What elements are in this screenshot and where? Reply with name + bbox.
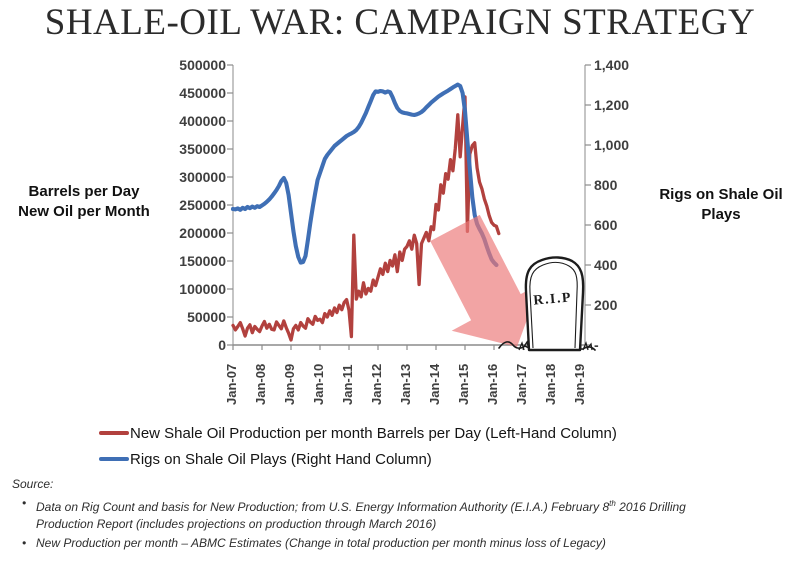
grass-left [518, 340, 530, 351]
decline-arrow [430, 214, 541, 347]
source-bullet-2-text: New Production per month – ABMC Estimate… [36, 536, 606, 550]
y-axis-label-left: 500000 [179, 57, 226, 73]
source-bullet-1-post: 2016 Drilling Production Report (include… [36, 500, 686, 531]
y-axis-label-left: 100000 [179, 281, 226, 297]
legend-item-rigs: Rigs on Shale Oil Plays (Right Hand Colu… [99, 446, 617, 472]
legend-label-production: New Shale Oil Production per month Barre… [130, 424, 617, 442]
production-line [231, 95, 501, 342]
source-bullet-1-sup: th [609, 499, 616, 508]
y-axis-label-right: 1,400 [594, 57, 630, 73]
tombstone-body [524, 256, 585, 352]
source-heading: Source: [12, 477, 54, 491]
legend-label-rigs: Rigs on Shale Oil Plays (Right Hand Colu… [130, 450, 432, 468]
legend: New Shale Oil Production per month Barre… [99, 420, 617, 472]
y-axis-label-left: 450000 [179, 85, 226, 101]
y-axis-label-right: 1,000 [594, 137, 630, 153]
source-bullet-1-pre: Data on Rig Count and basis for New Prod… [36, 500, 610, 514]
y-axis-label-left: 50000 [187, 309, 226, 325]
rip-text: R.I.P [533, 290, 573, 308]
y-axis-label-left: 0 [218, 337, 226, 353]
rigs-line [230, 82, 499, 268]
page-title: SHALE-OIL WAR: CAMPAIGN STRATEGY [44, 2, 756, 43]
left-axis-caption-line1: Barrels per Day [28, 183, 140, 200]
y-axis-label-left: 250000 [179, 197, 226, 213]
left-axis-caption-line2: New Oil per Month [18, 203, 150, 220]
y-axis-label-right: 600 [594, 217, 618, 233]
bullet-marker: • [22, 496, 27, 510]
tombstone-inner-line [529, 261, 578, 349]
right-axis-caption-line2: Plays [701, 206, 741, 223]
source-bullet-1: • Data on Rig Count and basis for New Pr… [12, 495, 760, 533]
source-block: Source: • Data on Rig Count and basis fo… [12, 476, 760, 552]
data-series-layer [230, 82, 501, 342]
legend-swatch-rigs-line [99, 457, 129, 461]
y-axis-label-left: 400000 [179, 113, 226, 129]
y-axis-label-right: 1,200 [594, 97, 630, 113]
y-axis-label-left: 350000 [179, 141, 226, 157]
right-axis-caption-line1: Rigs on Shale Oil [659, 186, 783, 203]
legend-item-production: New Shale Oil Production per month Barre… [99, 420, 617, 446]
right-axis-caption: Rigs on Shale Oil Plays [646, 185, 796, 225]
legend-swatch-production-line [99, 431, 129, 435]
y-axis-label-right: 400 [594, 257, 618, 273]
y-axis-label-left: 150000 [179, 253, 226, 269]
bullet-marker: • [22, 536, 27, 550]
grass-right [582, 341, 593, 351]
y-axis-label-left: 300000 [179, 169, 226, 185]
source-bullet-1-text: Data on Rig Count and basis for New Prod… [36, 495, 736, 533]
y-axis-label-right: - [594, 337, 599, 353]
y-axis-label-right: 200 [594, 297, 618, 313]
y-axis-label-right: 800 [594, 177, 618, 193]
y-axis-label-left: 200000 [179, 225, 226, 241]
source-bullet-2: • New Production per month – ABMC Estima… [12, 535, 760, 552]
left-axis-caption: Barrels per Day New Oil per Month [0, 182, 168, 222]
tombstone: R.I.P [498, 256, 596, 352]
